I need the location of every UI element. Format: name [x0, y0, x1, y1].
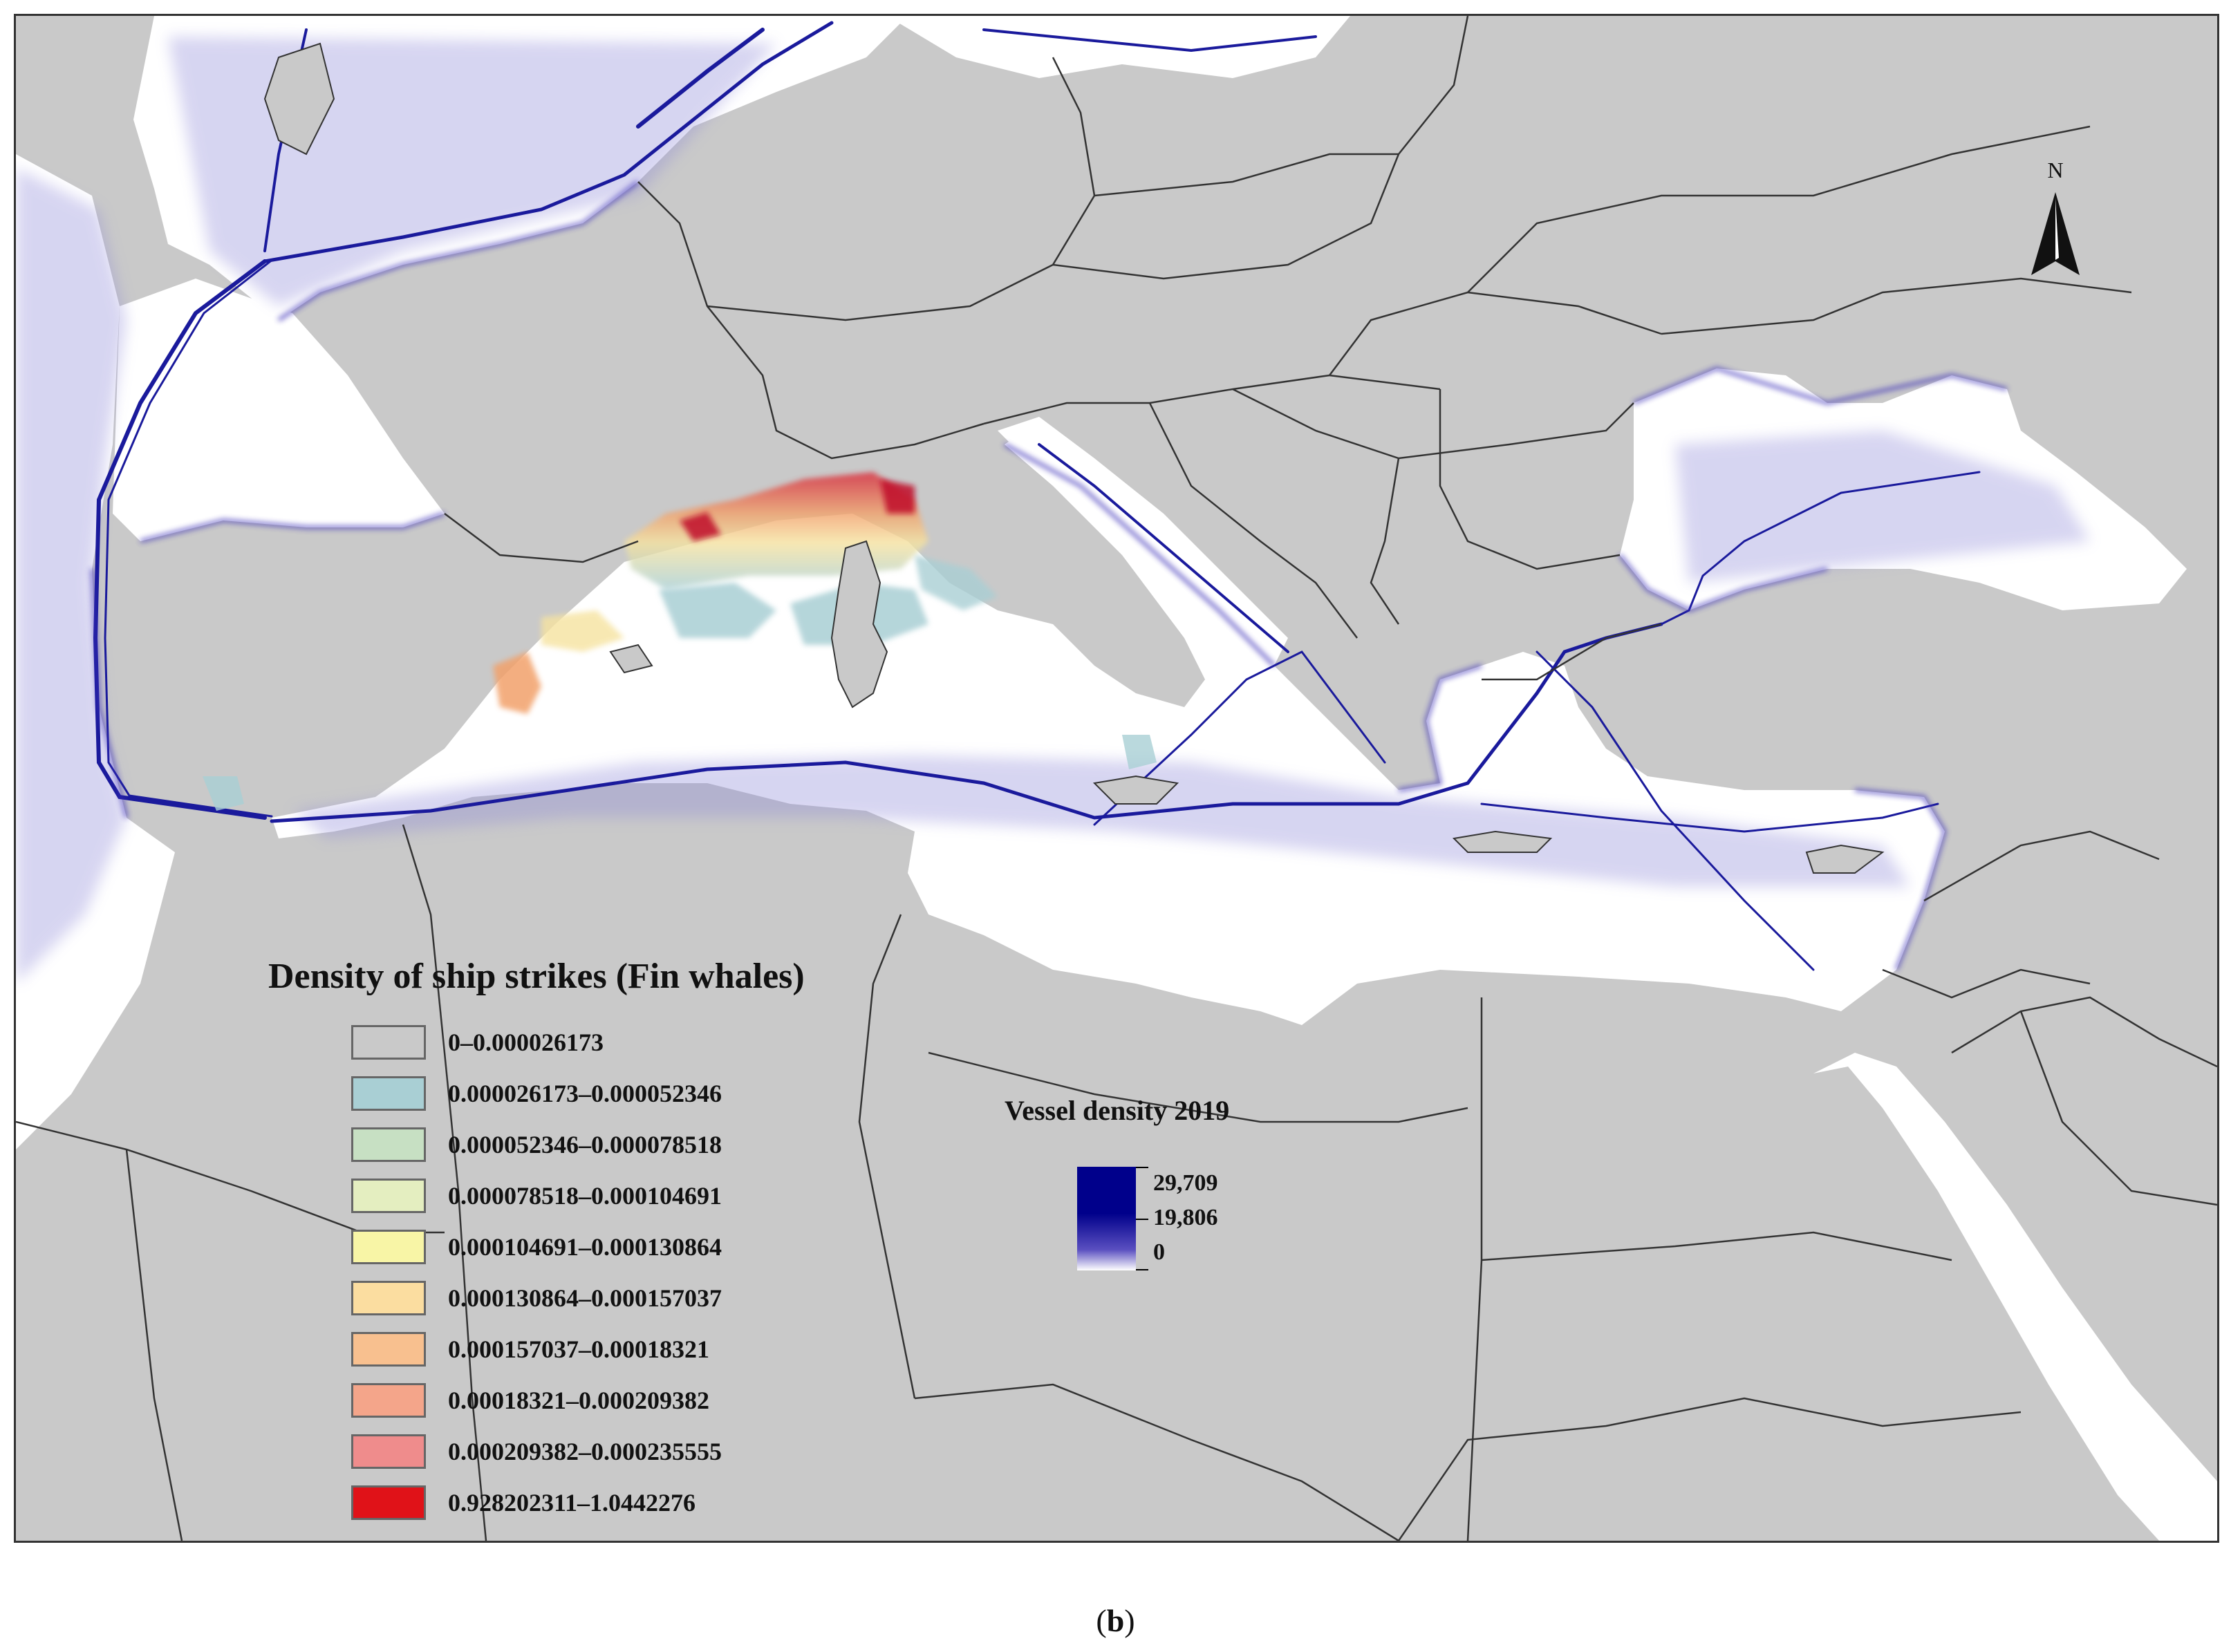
ramp-tick-min	[1136, 1269, 1148, 1270]
vessel-density-legend-title: Vessel density 2019	[1005, 1095, 1230, 1126]
north-arrow-icon	[2031, 192, 2080, 275]
coastal-traffic	[90, 180, 2008, 970]
legend-class-swatch	[351, 1230, 426, 1264]
legend-class-row: 0–0.000026173	[351, 1025, 904, 1064]
panel-label-letter: b	[1106, 1603, 1125, 1638]
country-borders	[16, 16, 2217, 1541]
legend-class-row: 0.000209382–0.000235555	[351, 1434, 904, 1473]
legend-class-label: 0.000209382–0.000235555	[448, 1438, 722, 1465]
legend-class-swatch	[351, 1076, 426, 1111]
legend-class-swatch	[351, 1025, 426, 1060]
legend-class-row: 0.928202311–1.0442276	[351, 1485, 904, 1524]
panel-label-close: )	[1124, 1603, 1135, 1638]
vessel-density-color-ramp	[1077, 1167, 1136, 1270]
ramp-tick-mid	[1136, 1219, 1148, 1220]
legend-class-row: 0.00018321–0.000209382	[351, 1383, 904, 1422]
north-arrow: N	[2024, 158, 2087, 279]
legend-class-swatch	[351, 1281, 426, 1315]
map-frame: Density of ship strikes (Fin whales) 0–0…	[14, 14, 2219, 1543]
legend-class-row: 0.000052346–0.000078518	[351, 1127, 904, 1166]
legend-class-label: 0.000130864–0.000157037	[448, 1284, 722, 1312]
north-label: N	[2047, 158, 2064, 182]
legend-class-label: 0.928202311–1.0442276	[448, 1489, 696, 1517]
legend-class-label: 0.000157037–0.00018321	[448, 1335, 709, 1363]
legend-class-row: 0.000078518–0.000104691	[351, 1179, 904, 1217]
legend-class-row: 0.000157037–0.00018321	[351, 1332, 904, 1371]
islands	[263, 42, 1885, 874]
legend-class-swatch	[351, 1485, 426, 1520]
map-canvas	[16, 16, 2217, 1541]
ship-strike-legend-title: Density of ship strikes (Fin whales)	[268, 957, 805, 996]
ship-strike-legend: Density of ship strikes (Fin whales) 0–0…	[268, 956, 904, 1537]
legend-class-swatch	[351, 1434, 426, 1469]
legend-class-swatch	[351, 1383, 426, 1418]
legend-class-label: 0.00018321–0.000209382	[448, 1387, 709, 1414]
panel-label-open: (	[1096, 1603, 1107, 1638]
legend-class-swatch	[351, 1127, 426, 1162]
legend-class-label: 0.000078518–0.000104691	[448, 1182, 722, 1210]
panel-label: (b)	[0, 1602, 2231, 1639]
legend-class-label: 0.000026173–0.000052346	[448, 1080, 722, 1107]
legend-class-row: 0.000130864–0.000157037	[351, 1281, 904, 1320]
legend-class-label: 0.000052346–0.000078518	[448, 1131, 722, 1158]
vessel-density-legend: Vessel density 2019 29,709 19,806 0	[1005, 1094, 1350, 1288]
ramp-tick-max	[1136, 1167, 1148, 1168]
vessel-density-min-label: 0	[1153, 1239, 1165, 1265]
legend-class-row: 0.000026173–0.000052346	[351, 1076, 904, 1115]
legend-class-label: 0–0.000026173	[448, 1029, 604, 1056]
legend-class-label: 0.000104691–0.000130864	[448, 1233, 722, 1261]
legend-class-row: 0.000104691–0.000130864	[351, 1230, 904, 1268]
vessel-density-max-label: 29,709	[1153, 1170, 1218, 1196]
legend-class-swatch	[351, 1332, 426, 1367]
vessel-density-mid-label: 19,806	[1153, 1205, 1218, 1230]
legend-class-swatch	[351, 1179, 426, 1213]
